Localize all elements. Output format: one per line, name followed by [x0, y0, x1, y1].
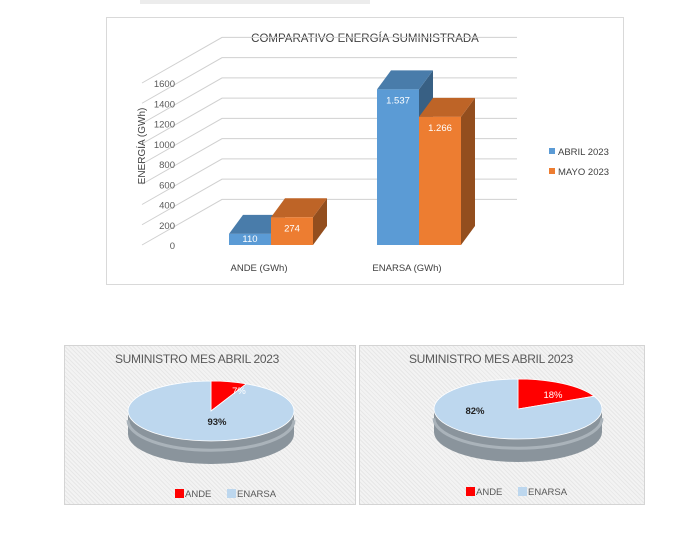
legend-swatch — [466, 487, 475, 496]
pie-slice — [517, 378, 595, 410]
bar-value-label: 1.266 — [428, 123, 452, 134]
pie-chart-panel-1: SUMINISTRO MES ABRIL 2023 7% 93% ANDE ENARSA — [64, 345, 356, 505]
legend-swatch — [549, 148, 555, 154]
legend-swatch — [549, 168, 555, 174]
bar-top — [271, 198, 327, 218]
bar-side — [313, 198, 327, 245]
pie-value-label: 93% — [207, 417, 227, 428]
chart-title: COMPARATIVO ENERGÍA SUMINISTRADA — [251, 32, 479, 45]
y-tick-label: 400 — [159, 201, 175, 212]
pie-side — [434, 409, 602, 462]
pie-chart-2: SUMINISTRO MES ABRIL 2023 18% 82% ANDE ENARS… — [409, 352, 604, 498]
legend-label: ENARSA — [528, 487, 568, 498]
top-decoration-strip — [140, 0, 370, 4]
x-tick-label: ENARSA (GWh) — [372, 263, 441, 274]
bar — [377, 89, 419, 245]
y-tick-label: 800 — [159, 160, 175, 171]
legend-label: ANDE — [476, 487, 502, 498]
legend-swatch — [227, 489, 236, 498]
pie-chart-1: SUMINISTRO MES ABRIL 2023 7% 93% ANDE ENARSA — [115, 352, 296, 500]
bar-value-label: 274 — [284, 223, 300, 234]
pie-title: SUMINISTRO MES ABRIL 2023 — [409, 352, 574, 366]
bar-side — [461, 97, 475, 245]
bar-value-label: 110 — [242, 234, 257, 245]
bar-value-label: 1.537 — [386, 95, 410, 106]
gridline — [141, 36, 517, 84]
x-tick-label: ANDE (GWh) — [231, 263, 288, 274]
legend-swatch — [175, 489, 184, 498]
bar-top — [419, 97, 475, 117]
y-tick-label: 0 — [170, 241, 175, 252]
legend-label: ABRIL 2023 — [558, 147, 609, 158]
bar — [271, 217, 313, 245]
pie-side-highlight — [126, 420, 296, 452]
y-tick-label: 200 — [159, 221, 175, 232]
pie-value-label: 7% — [232, 386, 246, 397]
pie-slice — [433, 378, 603, 440]
y-tick-label: 1600 — [154, 79, 175, 90]
pie-side — [128, 411, 294, 464]
y-tick-label: 600 — [159, 180, 175, 191]
legend-label: ANDE — [185, 489, 211, 500]
legend-label: MAYO 2023 — [558, 167, 609, 178]
pie-chart-panel-2: SUMINISTRO MES ABRIL 2023 18% 82% ANDE ENARS… — [359, 345, 645, 505]
pie-value-label: 18% — [543, 390, 563, 401]
y-tick-label: 1200 — [154, 120, 175, 131]
pie-slice — [127, 380, 295, 442]
legend-swatch — [518, 487, 527, 496]
y-axis-label: ENERGÍA (GWh) — [135, 108, 148, 185]
bar — [229, 233, 271, 245]
gridline — [141, 57, 517, 104]
bar-chart: COMPARATIVO ENERGÍA SUMINISTRADA 0 200 400 6… — [135, 32, 609, 274]
pie-value-label: 82% — [465, 406, 485, 417]
y-tick-label: 1400 — [154, 99, 175, 110]
pie-title: SUMINISTRO MES ABRIL 2023 — [115, 352, 280, 366]
pie-side-highlight — [432, 418, 604, 450]
bar — [419, 116, 461, 245]
legend-label: ENARSA — [237, 489, 277, 500]
y-tick-label: 1000 — [154, 140, 175, 151]
bar-top — [377, 70, 433, 90]
bar-chart-panel: COMPARATIVO ENERGÍA SUMINISTRADA 0 200 400 6… — [106, 17, 624, 285]
